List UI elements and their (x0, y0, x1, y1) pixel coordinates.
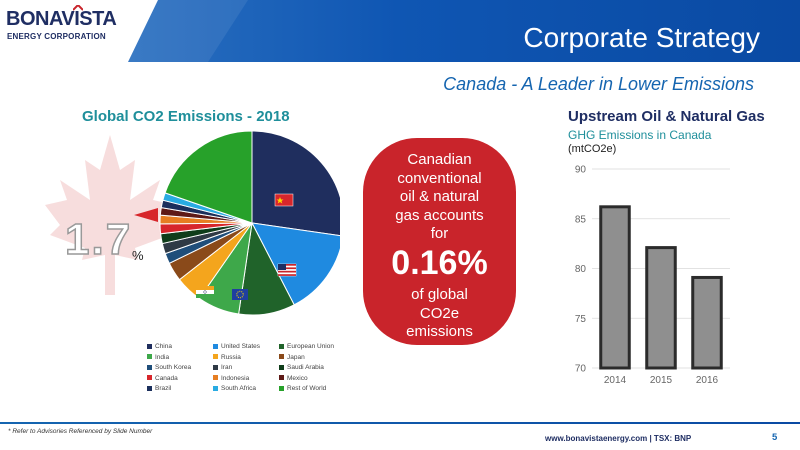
canada-share-unit: % (132, 248, 144, 263)
bar-chart: 70 75 80 85 90 2014 2015 2016 (575, 165, 730, 386)
pie-chart (45, 130, 345, 316)
header-band: Corporate Strategy (128, 0, 800, 62)
canada-share-value: 1.7 (64, 214, 133, 265)
x-tick-label: 2016 (696, 375, 719, 386)
logo-accent-icon (73, 5, 83, 11)
legend-item-iran: Iran (213, 364, 232, 371)
pie-chart-area: 1.7 % (10, 130, 345, 370)
legend-item-mexico: Mexico (279, 375, 308, 382)
legend-swatch (147, 385, 152, 391)
legend-label: Mexico (287, 374, 308, 382)
legend-item-japan: Japan (279, 354, 305, 361)
header-band-shape (128, 0, 800, 62)
legend-swatch (279, 354, 284, 360)
legend-swatch (213, 375, 218, 381)
pie-chart-title: Global CO2 Emissions - 2018 (82, 108, 290, 125)
bar-chart-area: 70 75 80 85 90 2014 2015 2016 (558, 158, 738, 390)
legend-item-indonesia: Indonesia (213, 375, 249, 382)
legend-label: South Africa (221, 385, 257, 392)
legend-swatch (213, 364, 218, 370)
page-title: Corporate Strategy (523, 22, 760, 53)
legend-item-south-africa: South Africa (213, 385, 256, 392)
legend-label: India (155, 353, 170, 361)
legend-item-russia: Russia (213, 354, 241, 361)
legend-swatch (279, 375, 284, 381)
logo-subtitle: ENERGY CORPORATION (7, 32, 106, 41)
legend-label: Brazil (155, 385, 172, 392)
footnote: * Refer to Advisories Referenced by Slid… (8, 428, 153, 435)
legend-label: Russia (221, 353, 241, 361)
bar-chart-title: Upstream Oil & Natural Gas (568, 108, 765, 125)
legend-swatch (147, 364, 152, 370)
bar-chart-unit: (mtCO2e) (568, 143, 617, 155)
legend-item-china: China (147, 343, 172, 350)
y-tick-label: 70 (575, 364, 587, 375)
legend-swatch (279, 343, 284, 349)
legend-label: European Union (287, 343, 334, 350)
legend-label: Canada (155, 374, 178, 382)
legend-item-canada: Canada (147, 375, 178, 382)
india-flag-icon (196, 286, 214, 298)
bar-chart-subtitle: GHG Emissions in Canada (568, 128, 712, 142)
legend-swatch (213, 385, 218, 391)
legend-swatch (279, 364, 284, 370)
legend-swatch (279, 385, 284, 391)
china-flag-icon (274, 193, 294, 207)
pie-slice-china (251, 130, 345, 237)
legend-item-saudi-arabia: Saudi Arabia (279, 364, 324, 371)
legend-swatch (147, 354, 152, 360)
legend-item-brazil: Brazil (147, 385, 171, 392)
pie-slice-rest-of-world (164, 130, 253, 224)
legend-item-united-states: United States (213, 343, 260, 350)
footer-divider (0, 422, 800, 424)
legend-swatch (147, 343, 152, 349)
usa-flag-icon (277, 263, 297, 277)
callout-value: 0.16% (391, 244, 488, 282)
legend-item-european-union: European Union (279, 343, 334, 350)
legend-label: United States (221, 343, 261, 350)
canada-slice-pointer (134, 208, 158, 222)
legend-label: Indonesia (221, 374, 250, 382)
legend-item-rest-of-world: Rest of World (279, 385, 326, 392)
eu-flag-icon (232, 289, 248, 300)
legend-swatch (213, 343, 218, 349)
callout-text-top: Canadian conventional oil & natural gas … (395, 151, 484, 242)
legend-label: South Korea (155, 364, 192, 371)
legend-label: Saudi Arabia (287, 364, 324, 371)
emissions-callout: Canadian conventional oil & natural gas … (363, 138, 516, 345)
y-tick-label: 75 (575, 314, 587, 325)
logo-name: BONAVISTA (6, 8, 117, 30)
y-tick-label: 85 (575, 214, 587, 225)
y-tick-label: 90 (575, 165, 587, 176)
bar-2015 (645, 246, 677, 370)
legend-label: Rest of World (287, 385, 327, 392)
legend-item-india: India (147, 354, 169, 361)
legend-swatch (147, 375, 152, 381)
x-tick-label: 2015 (650, 375, 673, 386)
bar-2016 (691, 275, 723, 370)
legend-label: Japan (287, 353, 305, 361)
callout-text-bottom: of global CO2e emissions (406, 286, 473, 340)
bonavista-logo: BONAVISTA ENERGY CORPORATION (6, 5, 126, 42)
page-subtitle: Canada - A Leader in Lower Emissions (443, 74, 754, 94)
bar-2014 (599, 205, 631, 370)
footer-website[interactable]: www.bonavistaenergy.com | TSX: BNP (545, 434, 692, 443)
y-tick-label: 80 (575, 264, 587, 275)
legend-label: Iran (221, 364, 233, 371)
x-tick-label: 2014 (604, 375, 627, 386)
maple-leaf-icon (45, 135, 175, 295)
legend-swatch (213, 354, 218, 360)
legend-label: China (155, 343, 172, 350)
page-number: 5 (772, 432, 778, 443)
legend-item-south-korea: South Korea (147, 364, 191, 371)
